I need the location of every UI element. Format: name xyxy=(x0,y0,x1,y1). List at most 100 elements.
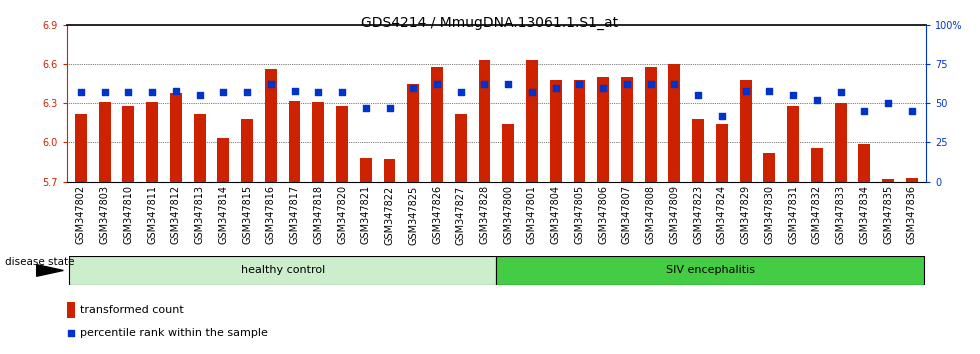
Text: GSM347828: GSM347828 xyxy=(479,185,489,245)
Text: GSM347825: GSM347825 xyxy=(409,185,418,245)
Bar xyxy=(692,119,704,182)
Bar xyxy=(740,80,752,182)
Point xyxy=(785,92,801,98)
Text: GSM347805: GSM347805 xyxy=(574,185,584,245)
Point xyxy=(453,89,468,95)
Text: GSM347800: GSM347800 xyxy=(504,185,514,244)
Text: GSM347831: GSM347831 xyxy=(788,185,798,244)
Text: GSM347803: GSM347803 xyxy=(100,185,110,244)
Bar xyxy=(241,119,253,182)
Text: disease state: disease state xyxy=(5,257,74,267)
Text: GSM347814: GSM347814 xyxy=(219,185,228,244)
Point xyxy=(144,89,160,95)
Text: transformed count: transformed count xyxy=(80,305,184,315)
Point xyxy=(263,81,278,87)
Text: GSM347810: GSM347810 xyxy=(123,185,133,244)
Point xyxy=(311,89,326,95)
Point xyxy=(287,88,303,93)
Polygon shape xyxy=(36,265,64,276)
Point xyxy=(381,105,397,111)
Point xyxy=(738,88,754,93)
Text: GSM347809: GSM347809 xyxy=(669,185,679,244)
Bar xyxy=(313,102,324,182)
Text: GSM347822: GSM347822 xyxy=(384,185,395,245)
Bar xyxy=(69,256,496,285)
Point xyxy=(619,81,635,87)
Point xyxy=(63,330,78,336)
Text: GDS4214 / MmugDNA.13061.1.S1_at: GDS4214 / MmugDNA.13061.1.S1_at xyxy=(362,16,618,30)
Bar xyxy=(763,153,775,182)
Text: GSM347836: GSM347836 xyxy=(906,185,917,244)
Point xyxy=(476,81,492,87)
Bar xyxy=(455,114,466,182)
Text: GSM347808: GSM347808 xyxy=(646,185,656,244)
Bar xyxy=(835,103,847,182)
Point xyxy=(216,89,231,95)
Text: GSM347815: GSM347815 xyxy=(242,185,252,245)
Text: GSM347802: GSM347802 xyxy=(75,185,86,245)
Point xyxy=(690,92,706,98)
Bar xyxy=(573,80,585,182)
Bar xyxy=(716,124,728,182)
Text: healthy control: healthy control xyxy=(240,266,324,275)
Text: GSM347804: GSM347804 xyxy=(551,185,561,244)
Bar xyxy=(146,102,158,182)
Bar xyxy=(503,124,514,182)
Bar xyxy=(597,77,610,182)
Point xyxy=(596,85,612,90)
Bar xyxy=(122,106,134,182)
Point xyxy=(833,89,849,95)
Text: GSM347817: GSM347817 xyxy=(289,185,300,245)
Text: percentile rank within the sample: percentile rank within the sample xyxy=(80,328,269,338)
Text: GSM347813: GSM347813 xyxy=(195,185,205,244)
Point xyxy=(761,88,777,93)
Text: GSM347835: GSM347835 xyxy=(883,185,893,245)
Point xyxy=(168,88,183,93)
Bar xyxy=(194,114,206,182)
Point xyxy=(239,89,255,95)
Point xyxy=(666,81,682,87)
Text: GSM347812: GSM347812 xyxy=(171,185,181,245)
Bar xyxy=(668,64,680,182)
Text: GSM347833: GSM347833 xyxy=(836,185,846,244)
Text: GSM347832: GSM347832 xyxy=(811,185,822,245)
Text: GSM347834: GSM347834 xyxy=(859,185,869,244)
Text: GSM347824: GSM347824 xyxy=(717,185,727,245)
Bar xyxy=(218,138,229,182)
Bar xyxy=(906,178,918,182)
Bar xyxy=(431,67,443,182)
Point xyxy=(857,108,872,114)
Text: GSM347830: GSM347830 xyxy=(764,185,774,244)
Bar xyxy=(550,80,562,182)
Point xyxy=(334,89,350,95)
Text: GSM347821: GSM347821 xyxy=(361,185,370,245)
Bar xyxy=(170,93,181,182)
Bar xyxy=(811,148,823,182)
Bar xyxy=(99,102,111,182)
Point xyxy=(429,81,445,87)
Text: SIV encephalitis: SIV encephalitis xyxy=(665,266,755,275)
Point xyxy=(880,101,896,106)
Text: GSM347827: GSM347827 xyxy=(456,185,466,245)
Text: GSM347806: GSM347806 xyxy=(598,185,609,244)
Text: GSM347811: GSM347811 xyxy=(147,185,157,244)
Point xyxy=(97,89,113,95)
Text: GSM347818: GSM347818 xyxy=(314,185,323,244)
Point xyxy=(406,85,421,90)
Text: GSM347823: GSM347823 xyxy=(693,185,704,245)
Bar xyxy=(478,60,490,182)
Point xyxy=(358,105,373,111)
Point xyxy=(548,85,564,90)
Bar xyxy=(336,106,348,182)
Bar xyxy=(67,302,75,318)
Bar xyxy=(265,69,276,182)
Bar xyxy=(408,84,419,182)
Point xyxy=(714,113,730,119)
Bar xyxy=(858,144,870,182)
Text: GSM347816: GSM347816 xyxy=(266,185,275,244)
Text: GSM347826: GSM347826 xyxy=(432,185,442,245)
Point xyxy=(121,89,136,95)
Bar xyxy=(645,67,657,182)
Point xyxy=(74,89,89,95)
Point xyxy=(809,97,825,103)
